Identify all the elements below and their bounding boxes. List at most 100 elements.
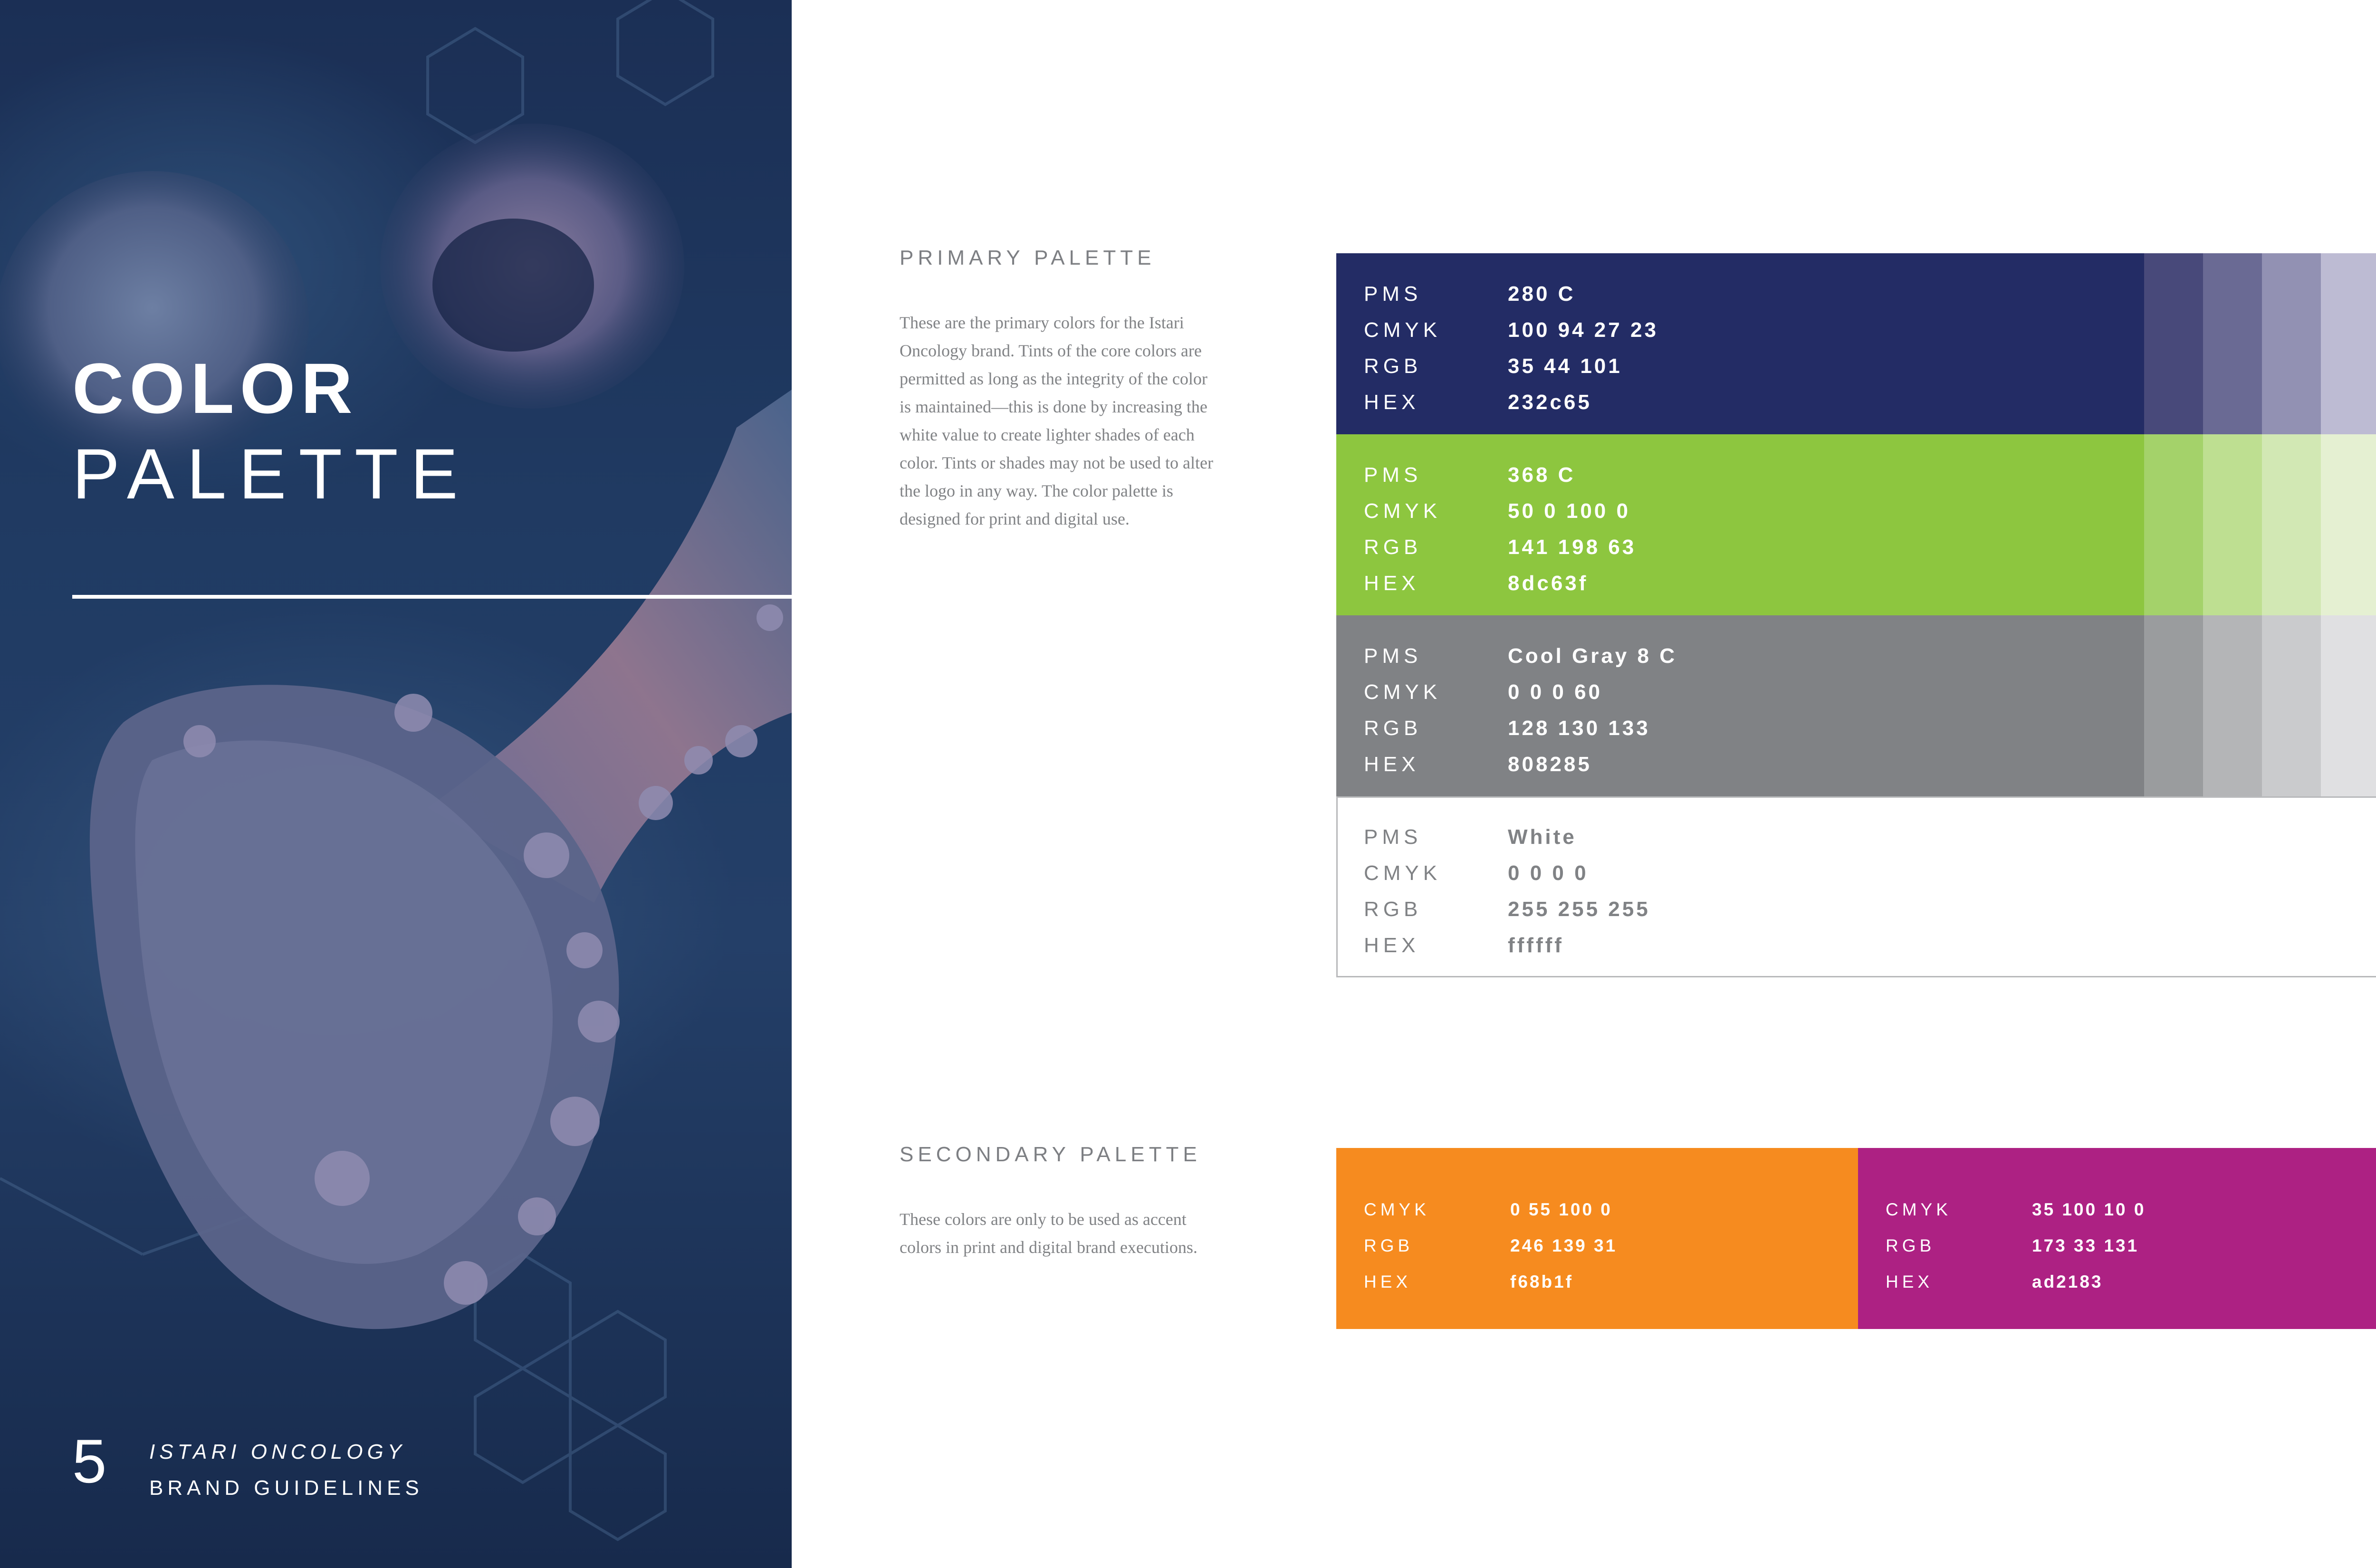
spec-label: CMYK (1364, 680, 1442, 704)
spec-row-rgb: RGB 141 198 63 (1364, 529, 1636, 565)
cell-illustration (0, 0, 792, 1541)
spec-value: 232c65 (1508, 391, 1592, 414)
spec-label: CMYK (1364, 1200, 1430, 1219)
spec-label: CMYK (1886, 1200, 1952, 1219)
secondary-palette-description: These colors are only to be used as acce… (900, 1210, 1198, 1257)
tint-green-4 (2321, 434, 2376, 615)
spec-value: 808285 (1508, 753, 1592, 776)
title-line-1: COLOR (72, 348, 358, 428)
spec-row-hex: HEX ffffff (1364, 927, 1650, 964)
spec-row-rgb: RGB 246 139 31 (1364, 1228, 1617, 1264)
spec-value: 255 255 255 (1508, 898, 1650, 921)
spec-row-pms: PMS 368 C (1364, 457, 1636, 493)
tint-navy-2 (2203, 253, 2262, 434)
spec-row-cmyk: CMYK 50 0 100 0 (1364, 493, 1636, 529)
spec-label: HEX (1364, 753, 1420, 776)
spec-row-hex: HEX 8dc63f (1364, 565, 1636, 602)
spec-row-pms: PMS White (1364, 819, 1650, 855)
swatch-gray-main (1336, 615, 2144, 796)
tint-gray-2 (2203, 615, 2262, 796)
tint-green-2 (2203, 434, 2262, 615)
swatch-white: PMS White CMYK 0 0 0 0 RGB 255 255 255 HEX f… (1336, 796, 2376, 977)
primary-palette-description: These are the primary colors for the Ist… (900, 313, 1213, 528)
brand-name: ISTARI ONCOLOGY (149, 1440, 406, 1463)
tint-gray-1 (2144, 615, 2203, 796)
cover-panel: COLOR PALETTE 5 ISTARI ONCOLOGY BRAND GU… (0, 0, 792, 1568)
spec-row-rgb: RGB 173 33 131 (1886, 1228, 2146, 1264)
spec-label: CMYK (1364, 499, 1442, 523)
spec-row-cmyk: CMYK 100 94 27 23 (1364, 312, 1658, 348)
spec-label: RGB (1364, 717, 1422, 740)
spec-label: CMYK (1364, 861, 1442, 885)
spec-row-hex: HEX f68b1f (1364, 1264, 1617, 1300)
spec-label: CMYK (1364, 318, 1442, 342)
page-number: 5 (72, 1426, 107, 1496)
spec-row-rgb: RGB 35 44 101 (1364, 348, 1658, 384)
spec-value: Cool Gray 8 C (1508, 644, 1677, 668)
spec-row-cmyk: CMYK 0 0 0 60 (1364, 674, 1677, 710)
spec-label: RGB (1364, 898, 1422, 921)
spec-value: 50 0 100 0 (1508, 499, 1630, 523)
spec-label: RGB (1364, 354, 1422, 378)
spec-value: 173 33 131 (2032, 1236, 2139, 1255)
spec-value: 280 C (1508, 282, 1576, 306)
swatch-navy-main (1336, 253, 2144, 434)
tint-gray-3 (2262, 615, 2321, 796)
spec-value: 0 0 0 60 (1508, 680, 1603, 704)
spec-row-hex: HEX 232c65 (1364, 384, 1658, 421)
tint-navy-4 (2321, 253, 2376, 434)
spec-row-cmyk: CMYK 35 100 10 0 (1886, 1192, 2146, 1228)
spec-label: PMS (1364, 463, 1422, 487)
primary-palette-heading: PRIMARY PALETTE (900, 246, 1156, 269)
spec-value: 100 94 27 23 (1508, 318, 1658, 342)
spec-value: f68b1f (1510, 1272, 1573, 1291)
tint-green-1 (2144, 434, 2203, 615)
page-title: COLOR PALETTE (72, 353, 470, 509)
brand-guidelines-label: BRAND GUIDELINES (149, 1476, 423, 1500)
spec-row-hex: HEX 808285 (1364, 746, 1677, 783)
brand-footer: ISTARI ONCOLOGY BRAND GUIDELINES (149, 1434, 423, 1506)
spec-label: HEX (1364, 391, 1420, 414)
spec-row-pms: PMS Cool Gray 8 C (1364, 638, 1677, 674)
spec-value: 128 130 133 (1508, 717, 1650, 740)
spec-label: RGB (1364, 1236, 1414, 1255)
spec-value: 8dc63f (1508, 572, 1589, 595)
spec-value: ffffff (1508, 934, 1564, 957)
swatch-orange: CMYK 0 55 100 0 RGB 246 139 31 HEX f68b1f (1336, 1148, 1858, 1329)
tint-navy-1 (2144, 253, 2203, 434)
spec-label: HEX (1886, 1272, 1934, 1291)
swatch-magenta: CMYK 35 100 10 0 RGB 173 33 131 HEX ad2183 (1858, 1148, 2376, 1329)
swatch-green: PMS 368 C CMYK 50 0 100 0 RGB 141 198 63 HE… (1336, 434, 2376, 615)
spec-value: 35 100 10 0 (2032, 1200, 2146, 1219)
tint-navy-3 (2262, 253, 2321, 434)
tint-green-3 (2262, 434, 2321, 615)
swatch-navy: PMS 280 C CMYK 100 94 27 23 RGB 35 44 101 H… (1336, 253, 2376, 434)
spec-row-rgb: RGB 255 255 255 (1364, 891, 1650, 927)
spec-value: ad2183 (2032, 1272, 2103, 1291)
spec-row-cmyk: CMYK 0 55 100 0 (1364, 1192, 1617, 1228)
swatch-gray: PMS Cool Gray 8 C CMYK 0 0 0 60 RGB 128 130… (1336, 615, 2376, 796)
spec-row-cmyk: CMYK 0 0 0 0 (1364, 855, 1650, 891)
spec-value: 246 139 31 (1510, 1236, 1618, 1255)
spec-value: White (1508, 825, 1577, 849)
spec-label: HEX (1364, 572, 1420, 595)
spec-row-rgb: RGB 128 130 133 (1364, 710, 1677, 746)
spec-label: HEX (1364, 1272, 1412, 1291)
spec-value: 0 0 0 0 (1508, 861, 1589, 885)
spec-label: HEX (1364, 934, 1420, 957)
spec-value: 141 198 63 (1508, 535, 1637, 559)
title-divider (72, 595, 792, 599)
spec-value: 0 55 100 0 (1510, 1200, 1612, 1219)
spec-row-hex: HEX ad2183 (1886, 1264, 2146, 1300)
tint-gray-4 (2321, 615, 2376, 796)
spec-value: 35 44 101 (1508, 354, 1622, 378)
spec-label: RGB (1364, 535, 1422, 559)
spec-row-pms: PMS 280 C (1364, 276, 1658, 312)
spec-label: PMS (1364, 282, 1422, 306)
secondary-palette-heading: SECONDARY PALETTE (900, 1143, 1201, 1166)
title-line-2: PALETTE (72, 434, 470, 514)
spec-label: PMS (1364, 825, 1422, 849)
spec-label: PMS (1364, 644, 1422, 668)
spec-label: RGB (1886, 1236, 1935, 1255)
swatch-green-main (1336, 434, 2144, 615)
